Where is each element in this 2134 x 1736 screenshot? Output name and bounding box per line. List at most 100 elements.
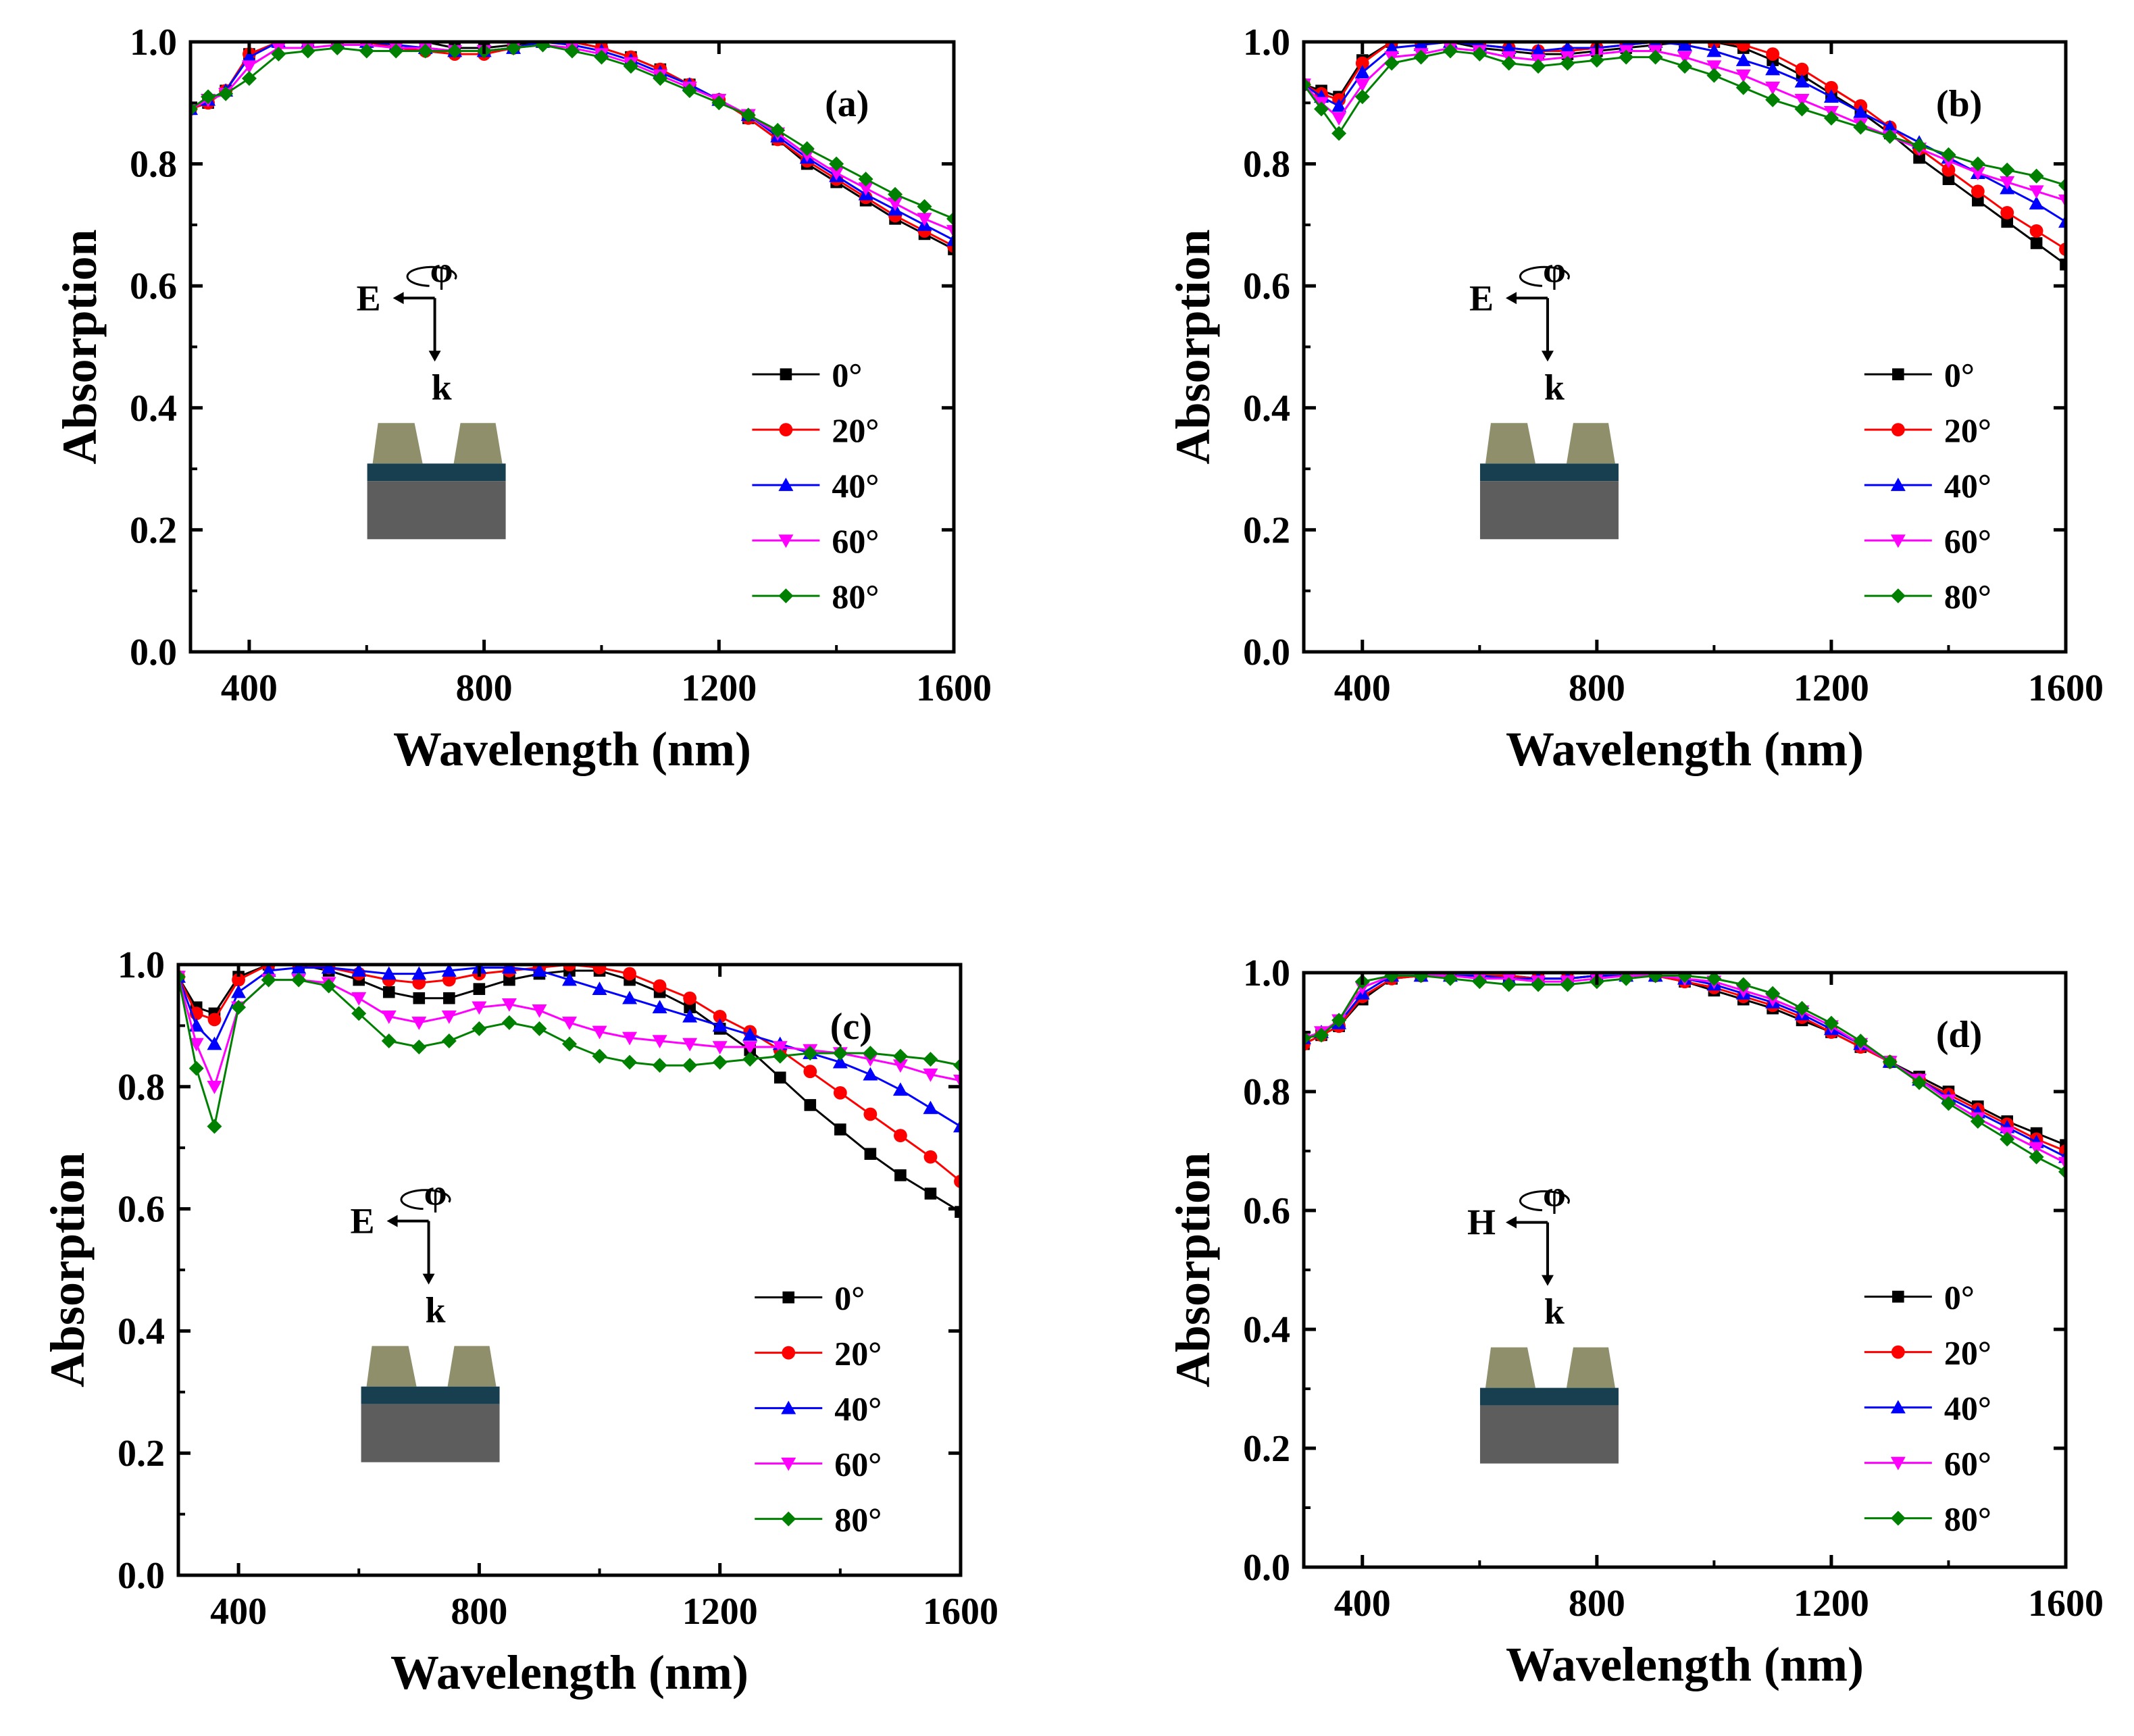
data-point — [2000, 1131, 2015, 1147]
data-point — [1706, 68, 1722, 83]
data-point — [622, 990, 638, 1004]
y-tick-label: 0.4 — [1243, 388, 1290, 430]
data-point — [2001, 215, 2014, 228]
data-point — [241, 49, 257, 63]
legend-marker — [781, 1400, 796, 1414]
x-tick-label: 800 — [1569, 1583, 1625, 1625]
data-point — [892, 1048, 908, 1064]
panel-label: (d) — [1936, 1014, 1982, 1056]
legend-entry: 40° — [832, 467, 879, 505]
inset-schematic: φ Ek — [357, 249, 506, 540]
data-point — [1971, 184, 1985, 199]
data-point — [2029, 1142, 2044, 1156]
data-point — [1706, 973, 1722, 986]
data-point — [501, 965, 517, 974]
data-point — [330, 42, 345, 56]
x-tick-label: 1600 — [916, 667, 992, 709]
data-point — [1735, 53, 1751, 66]
series-80deg — [190, 42, 954, 226]
data-point — [1941, 147, 1956, 163]
data-point — [2029, 1149, 2044, 1165]
y-tick-label: 0.2 — [1243, 509, 1290, 551]
data-point — [388, 43, 404, 59]
spacer-layer — [367, 463, 506, 482]
trapezoid-left — [1485, 423, 1535, 464]
data-point — [804, 1099, 817, 1111]
data-point — [231, 984, 247, 998]
x-tick-label: 400 — [210, 1591, 267, 1633]
legend-marker — [780, 368, 792, 380]
inset-field-label: H — [1467, 1202, 1496, 1243]
data-point — [218, 86, 234, 101]
data-point — [1331, 126, 1347, 141]
data-point — [261, 965, 276, 977]
data-point — [2029, 196, 2044, 210]
data-point — [1825, 80, 1838, 95]
rotation-arrow-icon — [400, 1189, 451, 1210]
data-point — [923, 1150, 938, 1164]
data-point — [381, 1011, 397, 1024]
data-point — [863, 1046, 878, 1061]
inset-field-label: E — [1469, 278, 1494, 318]
data-point — [1384, 55, 1400, 71]
inset-schematic: φ Ek — [351, 1173, 500, 1462]
data-point — [1384, 42, 1400, 54]
x-tick-label: 1200 — [1794, 667, 1869, 709]
data-point — [1413, 973, 1429, 984]
data-point — [953, 1119, 961, 1133]
data-point — [829, 167, 844, 181]
data-point — [1706, 60, 1722, 74]
trapezoid-right — [1566, 423, 1615, 464]
series-0deg — [178, 965, 961, 1218]
data-point — [713, 1009, 727, 1023]
data-point — [682, 1058, 698, 1073]
data-point — [1354, 89, 1370, 105]
trapezoid-left — [366, 1346, 417, 1387]
data-point — [682, 1009, 698, 1023]
data-point — [2030, 237, 2043, 249]
data-point — [923, 1052, 938, 1067]
y-tick-label: 0.0 — [1243, 1547, 1290, 1589]
rotation-arrow-icon — [1519, 1190, 1570, 1212]
data-point — [1442, 973, 1458, 986]
data-point — [1941, 1096, 1956, 1111]
data-point — [241, 60, 257, 74]
x-axis-label: Wavelength (nm) — [1506, 722, 1864, 776]
legend: 0° 20° 40° 60° 80° — [1864, 1279, 1991, 1538]
data-point — [501, 998, 517, 1012]
data-point — [1304, 1030, 1311, 1046]
data-point — [592, 981, 607, 995]
y-axis-label: Absorption — [41, 1152, 95, 1387]
data-point — [864, 1148, 877, 1160]
data-point — [1970, 156, 1985, 172]
panel-label: (c) — [830, 1006, 872, 1048]
data-point — [1765, 81, 1781, 95]
data-point — [413, 992, 426, 1004]
data-point — [441, 1033, 457, 1048]
data-point — [1794, 74, 1810, 88]
arrow-left-icon — [386, 1215, 398, 1227]
x-tick-label: 800 — [456, 667, 513, 709]
legend-marker — [1890, 478, 1906, 491]
data-point — [1560, 977, 1575, 992]
data-point — [653, 979, 667, 993]
arrow-left-icon — [1505, 292, 1517, 305]
data-point — [1735, 69, 1751, 83]
data-point — [1472, 47, 1488, 62]
series-line — [178, 976, 961, 1127]
data-point — [1765, 92, 1781, 107]
legend: 0° 20° 40° 60° 80° — [755, 1279, 882, 1539]
inset-field-label: E — [351, 1201, 375, 1242]
data-point — [178, 969, 186, 985]
legend-marker — [778, 534, 794, 548]
data-point — [1331, 112, 1347, 126]
data-point — [291, 965, 307, 974]
data-point — [321, 965, 336, 974]
y-tick-label: 0.6 — [1243, 265, 1290, 307]
data-point — [1560, 42, 1575, 54]
data-point — [1677, 51, 1692, 65]
data-point — [2058, 1156, 2066, 1171]
legend: 0° 20° 40° 60° 80° — [1864, 356, 1991, 615]
data-point — [833, 1086, 847, 1100]
x-tick-label: 1600 — [2028, 1583, 2104, 1625]
